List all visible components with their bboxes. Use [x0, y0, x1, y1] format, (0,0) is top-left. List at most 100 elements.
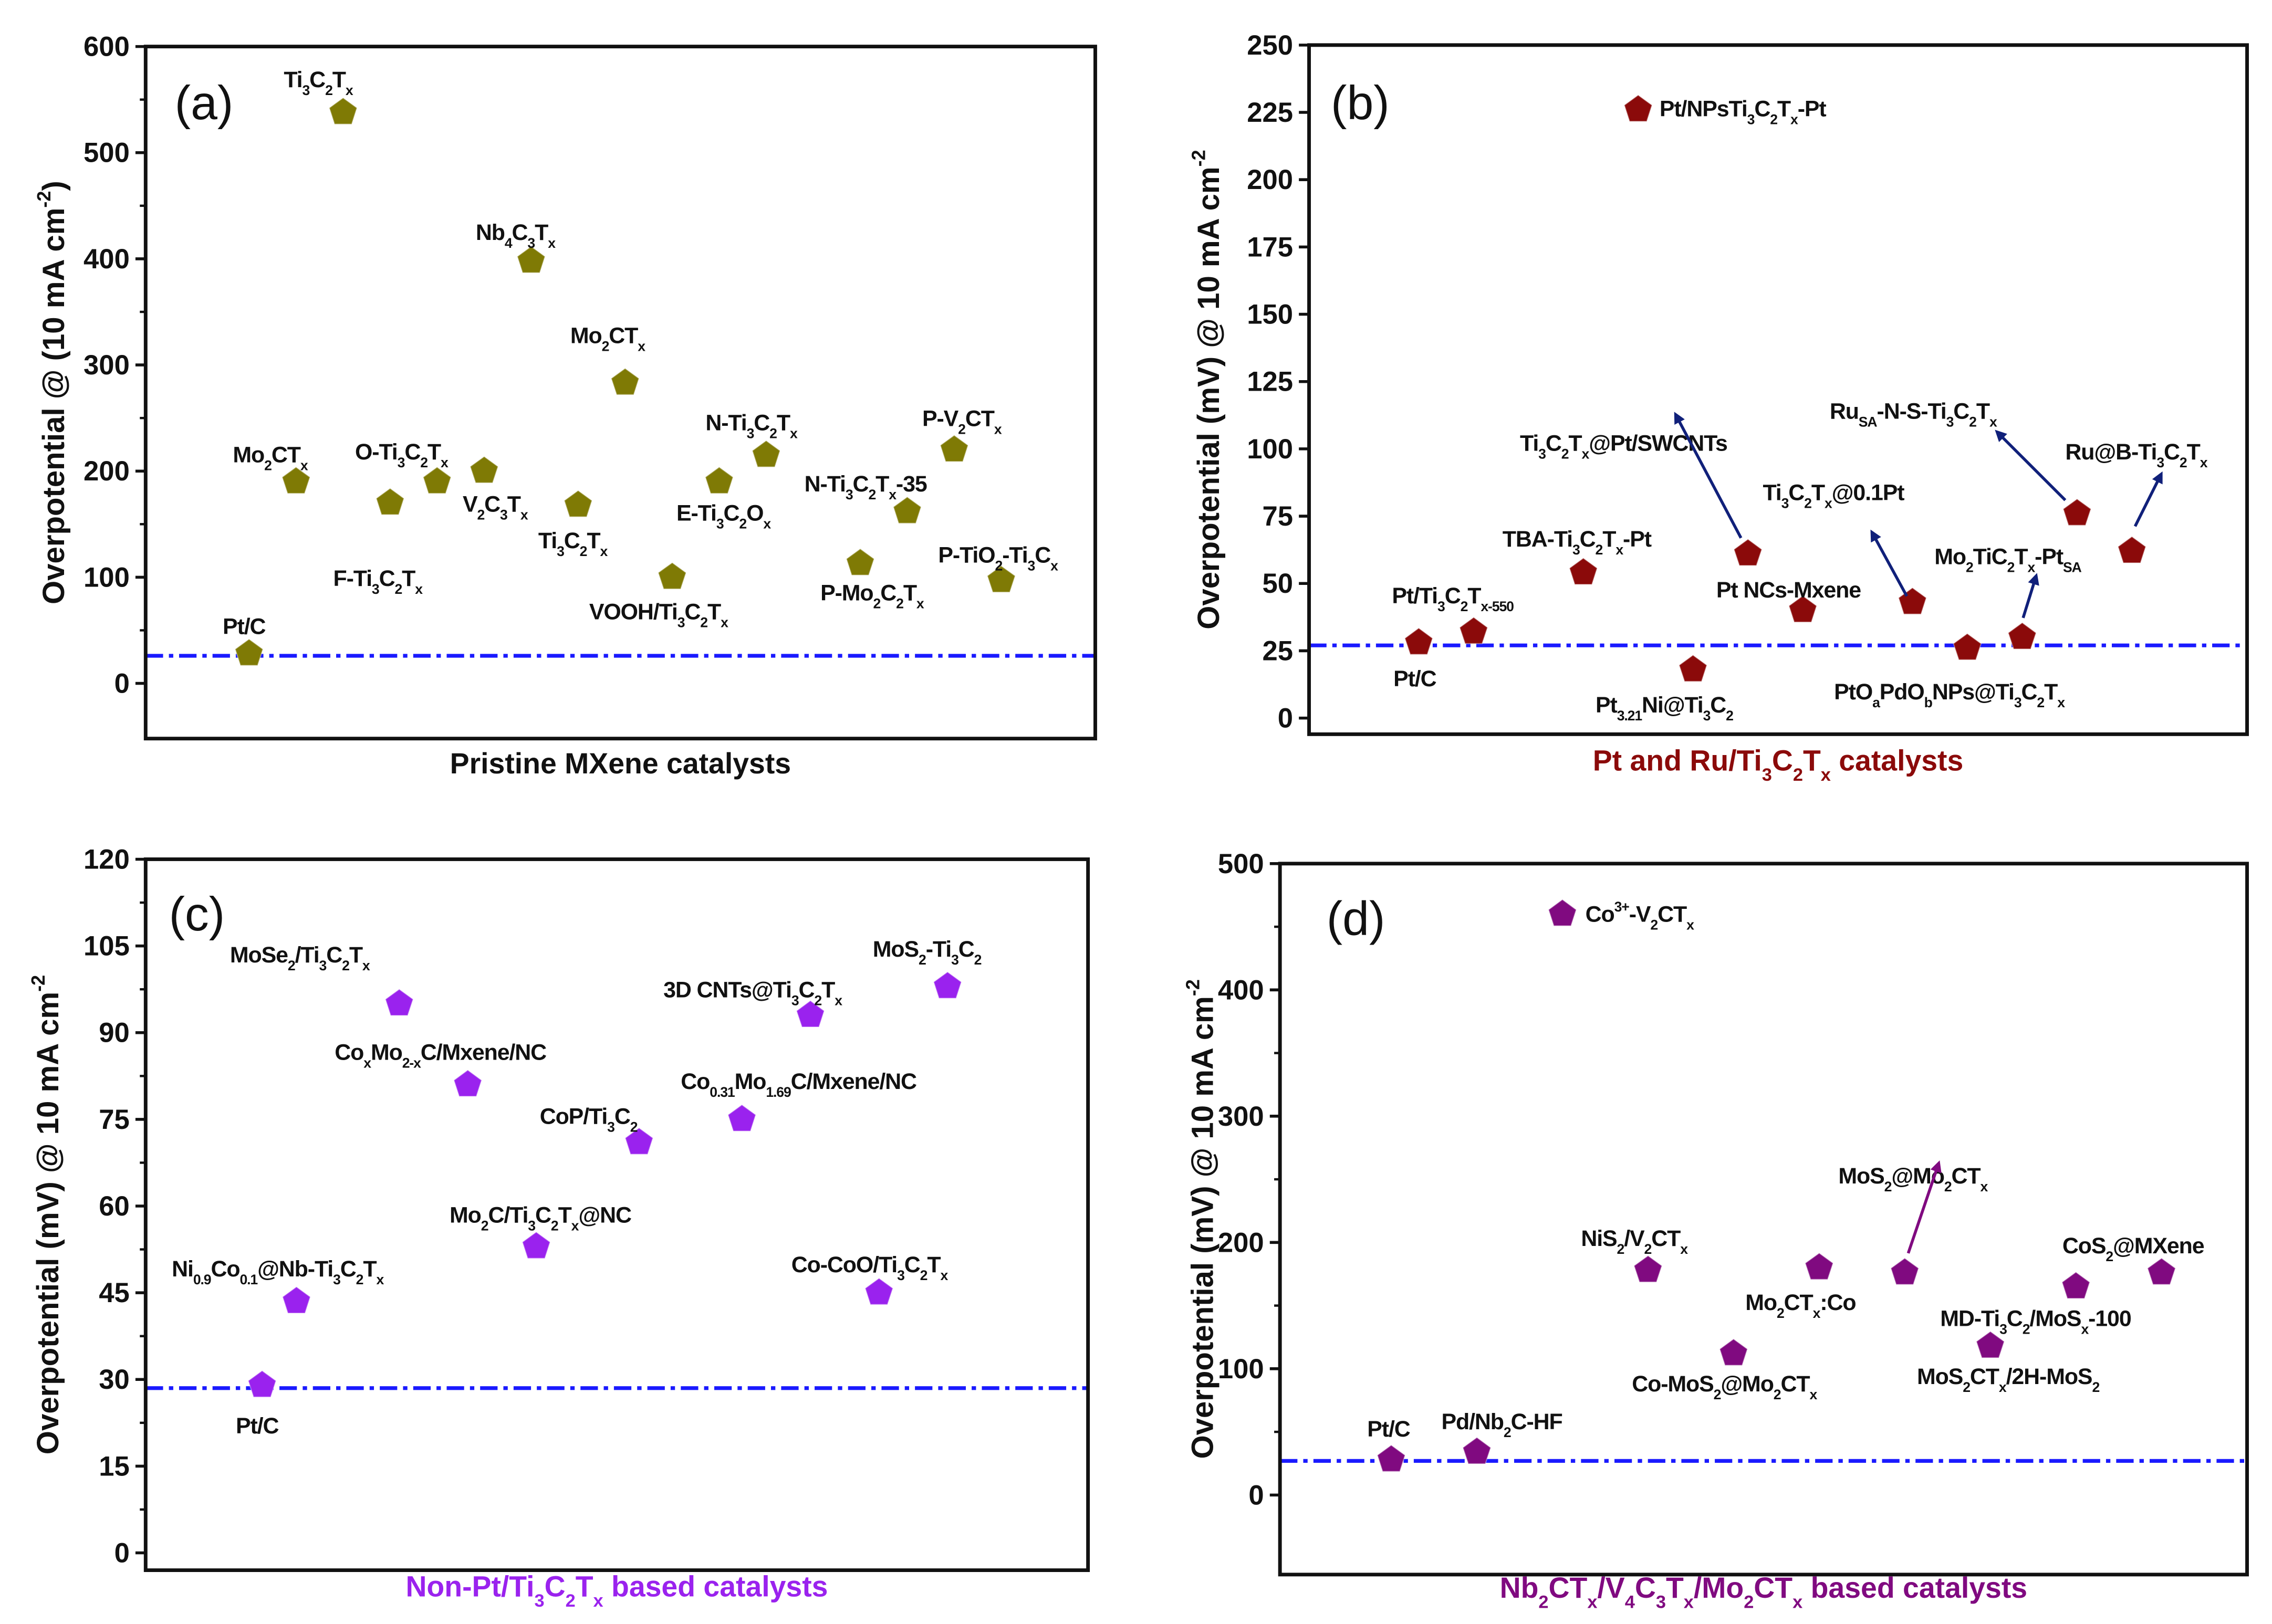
annotation-arrow	[2021, 573, 2039, 619]
data-point-pentagon	[933, 971, 962, 999]
data-label: Ti3C2Tx	[284, 67, 353, 98]
y-tick-label: 100	[1247, 434, 1293, 465]
y-tick-label: 60	[99, 1191, 130, 1222]
data-label: Ni0.9Co0.1@Nb-Ti3C2Tx	[172, 1256, 384, 1287]
y-tick-label: 90	[99, 1018, 130, 1049]
y-tick-label: 600	[84, 32, 130, 62]
data-label: Pt/NPsTi3C2Tx-Pt	[1660, 97, 1827, 128]
data-label: P-Mo2C2Tx	[820, 581, 924, 612]
y-tick-label: 300	[84, 350, 130, 381]
data-label: P-TiO2-Ti3Cx	[938, 543, 1058, 574]
data-label: Co-MoS2@Mo2CTx	[1632, 1371, 1817, 1402]
data-label: NiS2/V2CTx	[1581, 1226, 1688, 1257]
data-point-pentagon	[2117, 536, 2146, 564]
data-point-pentagon	[846, 548, 875, 576]
y-axis-label: Overpotential (mV) @ 10 mA cm-2	[27, 975, 65, 1454]
y-axis-label: Overpotential (mV) @ 10 mA cm-2	[1182, 979, 1220, 1459]
y-tick-label: 45	[99, 1277, 130, 1308]
y-tick-label: 25	[1263, 635, 1294, 666]
y-tick-label: 400	[84, 244, 130, 275]
data-label: E-Ti3C2Ox	[676, 500, 771, 531]
data-point-pentagon	[247, 1370, 277, 1398]
data-label: Pt/C	[1393, 666, 1436, 691]
data-label: Pt/Ti3C2Tx-550	[1392, 583, 1514, 614]
data-label: O-Ti3C2Tx	[355, 439, 449, 470]
annotation-arrow	[1674, 412, 1743, 539]
y-tick-label: 0	[114, 1538, 130, 1569]
data-label: V2C3Tx	[463, 492, 528, 523]
data-point-pentagon	[453, 1069, 483, 1097]
data-point-pentagon	[1633, 1255, 1663, 1283]
y-tick-label: 0	[114, 668, 130, 699]
y-tick-label: 75	[99, 1104, 130, 1135]
panel-a: 0 100 200 300 400 500 600 (a) Overpotential @ (1…	[33, 32, 1097, 780]
data-point-pentagon	[752, 439, 781, 468]
y-tick-label: 250	[1247, 30, 1293, 61]
data-label: PtOaPdObNPs@Ti3C2Tx	[1834, 679, 2065, 710]
y-tick-label: 150	[1247, 299, 1293, 330]
data-point-pentagon	[564, 489, 593, 518]
panel-label: (b)	[1331, 76, 1390, 130]
annotation-arrow	[1870, 529, 1909, 597]
x-axis-label: Pt and Ru/Ti3C2Tx catalysts	[1593, 745, 1964, 785]
data-label: Pt/C	[1367, 1417, 1410, 1442]
panel-label: (c)	[169, 887, 225, 941]
data-point-pentagon	[470, 456, 499, 484]
data-label: Mo2TiC2Tx-PtSA	[1934, 544, 2081, 575]
data-point-pentagon	[658, 562, 687, 590]
y-tick-label: 125	[1247, 366, 1293, 397]
panel-label: (d)	[1327, 892, 1385, 945]
data-label: Co0.31Mo1.69C/Mxene/NC	[681, 1069, 916, 1100]
data-point-pentagon	[727, 1104, 757, 1132]
data-label: MoS2CTx/2H-MoS2	[1917, 1364, 2099, 1395]
y-tick-label: 105	[84, 931, 130, 962]
data-label: Mo2C/Ti3C2Tx@NC	[450, 1203, 631, 1234]
data-label: Pt/C	[223, 614, 266, 639]
plot-frame	[1307, 43, 2249, 736]
data-label: Mo2CTx	[233, 443, 308, 474]
annotation-arrow	[1906, 1160, 1942, 1254]
data-label: CoS2@MXene	[2062, 1233, 2204, 1264]
data-label: Ti3C2Tx@Pt/SWCNTs	[1520, 431, 1727, 462]
x-axis-label: Non-Pt/Ti3C2Tx based catalysts	[405, 1570, 828, 1610]
data-point-pentagon	[864, 1277, 894, 1305]
data-label: RuSA-N-S-Ti3C2Tx	[1830, 399, 1997, 429]
data-point-pentagon	[234, 638, 264, 666]
data-point-pentagon	[1569, 557, 1598, 585]
plot-frame	[1278, 862, 2249, 1577]
x-axis-label: Nb2CTx/V4C3Tx/Mo2CTx based catalysts	[1500, 1571, 2028, 1612]
data-point-pentagon	[1548, 898, 1577, 927]
data-point-pentagon	[384, 988, 414, 1017]
data-point-pentagon	[1462, 1437, 1492, 1464]
data-point-pentagon	[422, 466, 452, 494]
data-label: Mo2CTx	[570, 323, 645, 354]
data-label: Ti3C2Tx@0.1Pt	[1763, 480, 1904, 511]
data-point-pentagon	[1719, 1338, 1748, 1366]
data-point-pentagon	[1975, 1330, 2005, 1359]
y-tick-label: 30	[99, 1364, 130, 1395]
data-label: Ru@B-Ti3C2Tx	[2065, 439, 2207, 470]
data-label: Nb4C3Tx	[476, 220, 556, 251]
data-label: Co3+-V2CTx	[1586, 899, 1694, 933]
data-point-pentagon	[610, 368, 640, 395]
data-label: Mo2CTx:Co	[1745, 1290, 1856, 1321]
plot-frame	[143, 45, 1097, 741]
data-point-pentagon	[328, 97, 358, 125]
data-point-pentagon	[1804, 1252, 1834, 1280]
data-point-pentagon	[376, 487, 405, 516]
data-point-pentagon	[2146, 1257, 2176, 1285]
data-label: TBA-Ti3C2Tx-Pt	[1503, 527, 1652, 558]
panel-c: 0 15 30 45 60 75 90 105 120 (c) Overpotential (mV)…	[27, 844, 1090, 1611]
y-tick-label: 100	[84, 562, 130, 593]
panel-label: (a)	[175, 76, 234, 130]
data-point-pentagon	[1890, 1257, 1920, 1285]
y-tick-label: 0	[1248, 1480, 1264, 1511]
data-point-pentagon	[986, 565, 1016, 593]
y-tick-label: 200	[84, 456, 130, 487]
y-tick-label: 500	[1218, 848, 1264, 879]
data-point-pentagon	[2062, 498, 2092, 526]
data-label: N-Ti3C2Tx-35	[805, 472, 927, 502]
data-label: MoS2@Mo2CTx	[1838, 1164, 1988, 1195]
data-point-pentagon	[2007, 622, 2037, 650]
